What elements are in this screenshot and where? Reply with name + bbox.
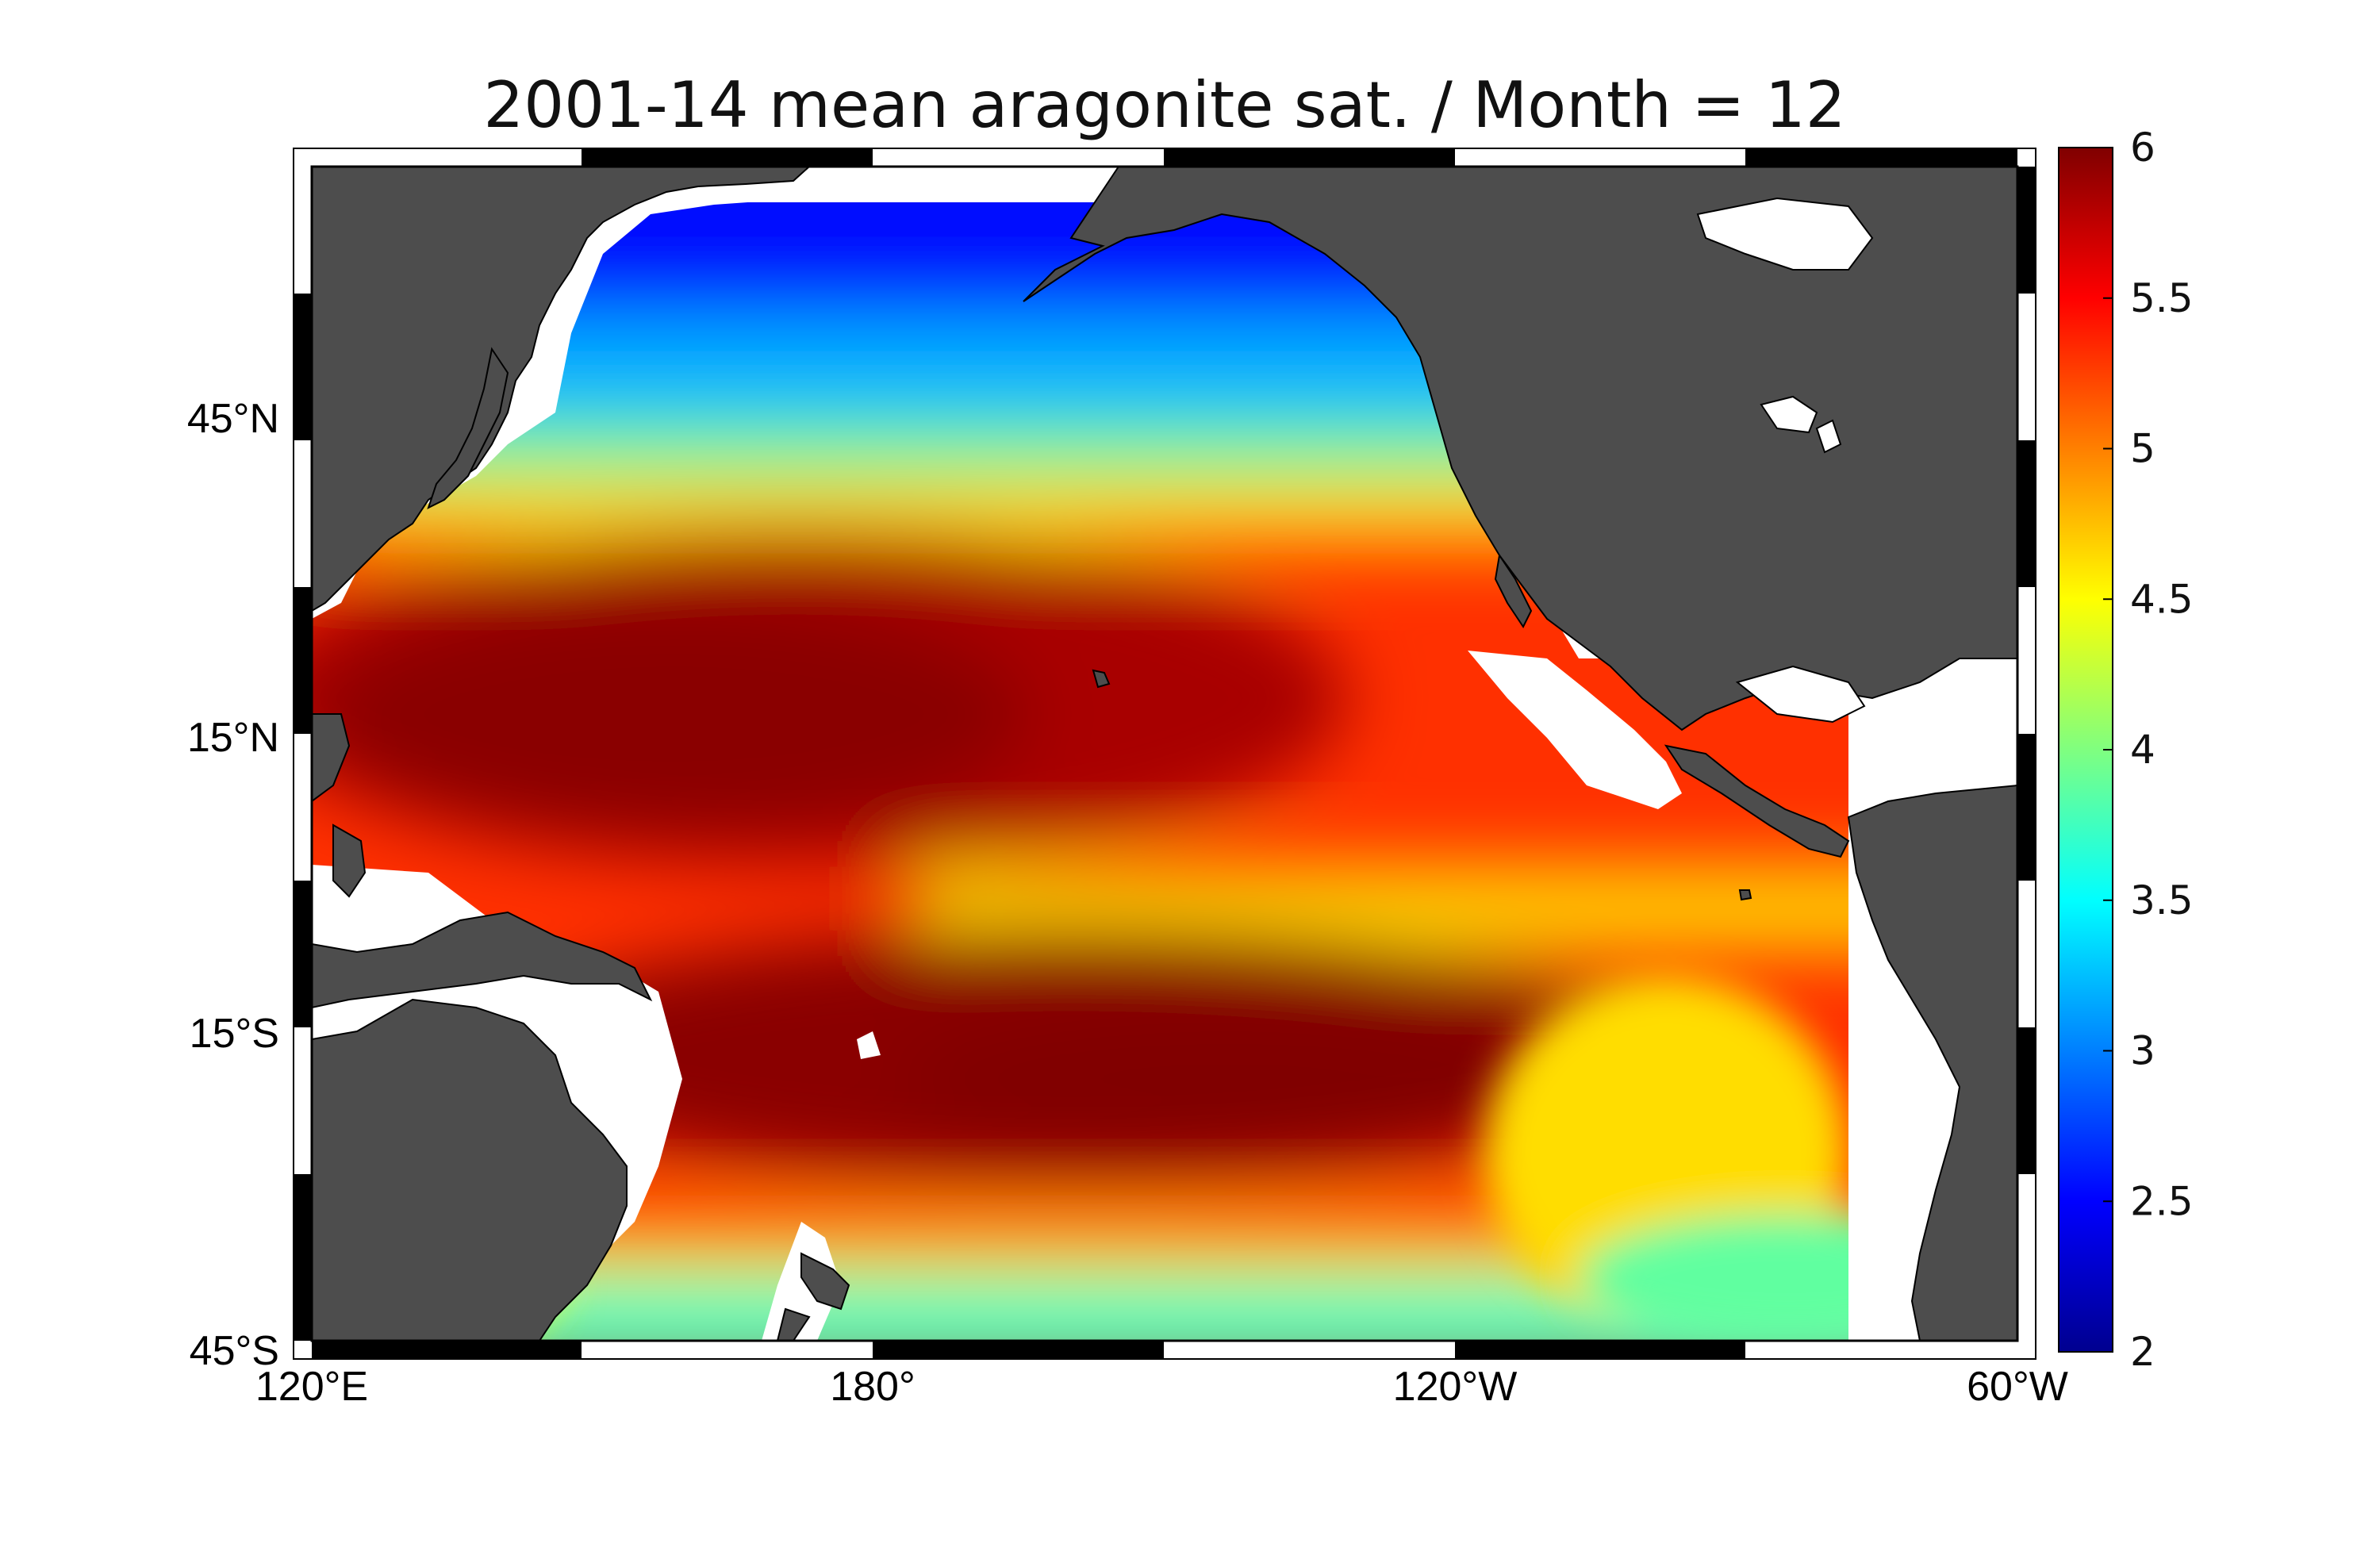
- x-axis-labels: 120°E 180° 120°W 60°W: [255, 1364, 2068, 1410]
- y-tick-label: 45°N: [187, 396, 279, 442]
- y-tick-label: 45°S: [190, 1328, 279, 1374]
- x-tick-label: 60°W: [1967, 1364, 2068, 1410]
- x-tick-label: 120°E: [255, 1364, 368, 1410]
- colorbar-tick-label: 4: [2130, 727, 2155, 773]
- lakes: [1696, 197, 1874, 724]
- y-tick-label: 15°S: [190, 1011, 279, 1057]
- y-axis-labels: 45°N 15°N 15°S 45°S: [187, 396, 279, 1374]
- x-tick-label: 180°: [830, 1364, 916, 1410]
- colorbar-tick-label: 4.5: [2130, 576, 2194, 622]
- y-tick-label: 15°N: [187, 715, 279, 761]
- colorbar-ticks: 2 2.5 3 3.5 4 4.5 5 5.5 6: [2103, 125, 2194, 1375]
- colorbar-tick-label: 5.5: [2130, 275, 2194, 321]
- colorbar-tick-label: 6: [2130, 125, 2155, 171]
- x-tick-label: 120°W: [1393, 1364, 1518, 1410]
- map-frame: [293, 148, 2036, 1360]
- colorbar: 2 2.5 3 3.5 4 4.5 5 5.5 6: [2058, 125, 2194, 1375]
- chart-title: 2001-14 mean aragonite sat. / Month = 12: [483, 68, 1845, 142]
- colorbar-tick-label: 2.5: [2130, 1178, 2194, 1224]
- colorbar-tick-label: 2: [2130, 1329, 2155, 1375]
- colorbar-tick-label: 3: [2130, 1028, 2155, 1074]
- colorbar-tick-label: 3.5: [2130, 877, 2194, 923]
- land: [312, 167, 2017, 1341]
- colorbar-tick-label: 5: [2130, 426, 2155, 472]
